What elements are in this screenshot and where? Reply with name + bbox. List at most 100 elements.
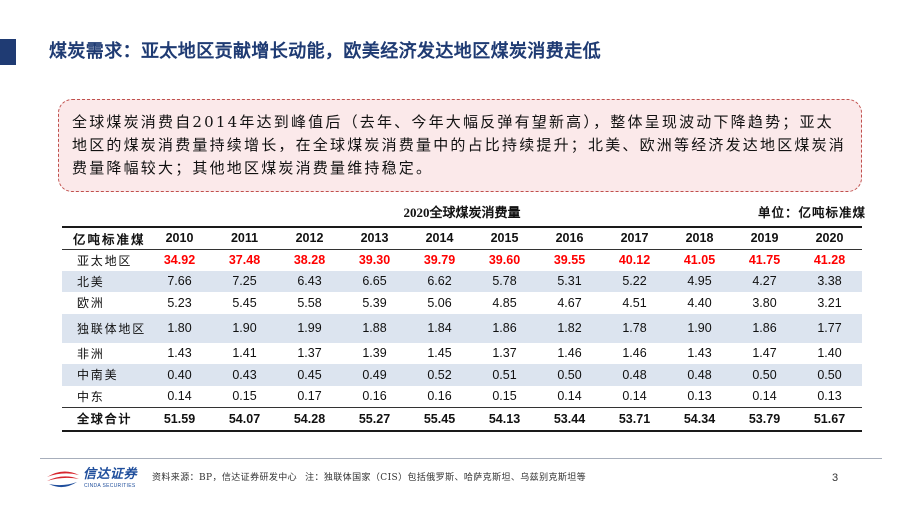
value-cell: 38.28 [293, 253, 326, 267]
value-cell: 0.14 [167, 389, 192, 403]
value-cell: 0.15 [492, 389, 517, 403]
value-cell: 1.40 [817, 346, 842, 361]
header-label: 亿吨标准煤 [62, 227, 147, 250]
table-row: 中南美 0.40 0.43 0.45 0.49 0.52 0.51 0.50 0.48 0.48 0… [62, 364, 862, 386]
value-cell: 4.67 [557, 295, 582, 310]
value-cell: 1.90 [232, 321, 257, 335]
value-cell: 0.52 [427, 367, 452, 382]
value-cell: 0.14 [622, 389, 647, 403]
value-cell: 0.15 [232, 389, 257, 403]
value-cell: 5.22 [622, 274, 647, 289]
value-cell: 7.66 [167, 274, 192, 289]
value-cell: 5.31 [557, 274, 582, 289]
value-cell: 53.79 [748, 411, 781, 426]
value-cell: 1.46 [622, 346, 647, 361]
value-cell: 0.51 [492, 367, 517, 382]
value-cell: 1.90 [687, 321, 712, 335]
value-cell: 5.78 [492, 274, 517, 289]
value-cell: 0.48 [687, 367, 712, 382]
value-cell: 4.85 [492, 295, 517, 310]
row-label: 北美 [77, 274, 105, 289]
value-cell: 1.39 [362, 346, 387, 361]
footer-source-note: 资料来源：BP，信达证券研发中心 注：独联体国家（CIS）包括俄罗斯、哈萨克斯坦、… [152, 472, 586, 484]
year-header: 2012 [277, 227, 342, 250]
value-cell: 39.55 [553, 253, 586, 267]
value-cell: 4.51 [622, 295, 647, 310]
value-cell: 1.84 [427, 321, 452, 335]
value-cell: 7.25 [232, 274, 257, 289]
value-cell: 0.50 [752, 367, 777, 382]
title-accent-bar [0, 39, 16, 65]
value-cell: 37.48 [228, 253, 261, 267]
value-cell: 1.46 [557, 346, 582, 361]
callout-line: 全球煤炭消费自2014年达到峰值后（去年、今年大幅反弹有望新高），整体呈现波动下… [72, 113, 834, 131]
table-header: 亿吨标准煤 2010 2011 2012 2013 2014 2015 2016 2017 20… [62, 227, 862, 250]
value-cell: 0.50 [817, 367, 842, 382]
callout-line: 地区的煤炭消费量持续增长，在全球煤炭消费量中的占比持续提升；北美、欧洲等经济发达… [72, 136, 847, 154]
value-cell: 0.13 [817, 389, 842, 403]
value-cell: 5.39 [362, 295, 387, 310]
value-cell: 53.71 [618, 411, 651, 426]
footer-source: 资料来源：BP，信达证券研发中心 [152, 473, 298, 483]
row-label: 非洲 [77, 346, 105, 361]
table-row: 亚太地区 34.92 37.48 38.28 39.30 39.79 39.60 39.55 4… [62, 249, 862, 271]
footer-divider [40, 458, 882, 459]
year-header: 2014 [407, 227, 472, 250]
value-cell: 34.92 [163, 253, 196, 267]
year-header: 2020 [797, 227, 862, 250]
value-cell: 6.43 [297, 274, 322, 289]
value-cell: 1.99 [297, 321, 322, 335]
value-cell: 0.16 [362, 389, 387, 403]
value-cell: 0.45 [297, 367, 322, 382]
value-cell: 54.28 [293, 411, 326, 426]
table-body: 亚太地区 34.92 37.48 38.28 39.30 39.79 39.60 39.55 4… [62, 249, 862, 431]
value-cell: 0.40 [167, 367, 192, 382]
table-row: 中东 0.14 0.15 0.17 0.16 0.16 0.15 0.14 0.14 0.13 0.… [62, 386, 862, 408]
logo-swirl-icon [47, 471, 79, 488]
value-cell: 0.13 [687, 389, 712, 403]
value-cell: 4.40 [687, 295, 712, 310]
value-cell: 5.23 [167, 295, 192, 310]
value-cell: 1.43 [687, 346, 712, 361]
value-cell: 1.88 [362, 321, 387, 335]
value-cell: 41.05 [683, 253, 716, 267]
year-header: 2015 [472, 227, 537, 250]
callout-text: 全球煤炭消费自2014年达到峰值后（去年、今年大幅反弹有望新高），整体呈现波动下… [72, 111, 846, 180]
value-cell: 1.77 [817, 321, 842, 335]
year-header: 2018 [667, 227, 732, 250]
logo-name: 信达证券 [83, 467, 138, 482]
row-label: 中南美 [77, 368, 119, 383]
table-row: 全球合计 51.59 54.07 54.28 55.27 55.45 54.13 53.44 5… [62, 407, 862, 431]
value-cell: 41.28 [813, 253, 846, 267]
year-header: 2017 [602, 227, 667, 250]
value-cell: 0.49 [362, 367, 387, 382]
value-cell: 5.06 [427, 295, 452, 310]
table-row: 北美 7.66 7.25 6.43 6.65 6.62 5.78 5.31 5.22 4.95 4.… [62, 270, 862, 292]
cinda-securities-logo: 信达证券 CINDA SECURITIES [45, 467, 149, 491]
value-cell: 51.67 [813, 411, 846, 426]
value-cell: 1.43 [167, 346, 192, 361]
value-cell: 55.45 [423, 411, 456, 426]
value-cell: 1.41 [232, 346, 257, 361]
value-cell: 1.82 [557, 321, 582, 335]
value-cell: 1.45 [427, 346, 452, 361]
table-row: 非洲 1.43 1.41 1.37 1.39 1.45 1.37 1.46 1.46 1.43 1.… [62, 343, 862, 365]
row-label: 中东 [77, 389, 105, 404]
footer-note: 注：独联体国家（CIS）包括俄罗斯、哈萨克斯坦、乌兹别克斯坦等 [305, 473, 587, 483]
value-cell: 1.78 [622, 321, 647, 335]
table-title: 2020全球煤炭消费量 [403, 205, 521, 220]
value-cell: 5.58 [297, 295, 322, 310]
table-unit: 单位：亿吨标准煤 [757, 205, 866, 220]
year-header: 2019 [732, 227, 797, 250]
value-cell: 0.16 [427, 389, 452, 403]
callout-line: 费量降幅较大；其他地区煤炭消费量维持稳定。 [72, 159, 434, 177]
value-cell: 1.37 [297, 346, 322, 361]
value-cell: 51.59 [163, 411, 196, 426]
value-cell: 1.86 [752, 321, 777, 335]
year-header: 2013 [342, 227, 407, 250]
value-cell: 3.38 [817, 274, 842, 289]
value-cell: 4.95 [687, 274, 712, 289]
year-header: 2010 [147, 227, 212, 250]
value-cell: 0.14 [752, 389, 777, 403]
value-cell: 5.45 [232, 295, 257, 310]
